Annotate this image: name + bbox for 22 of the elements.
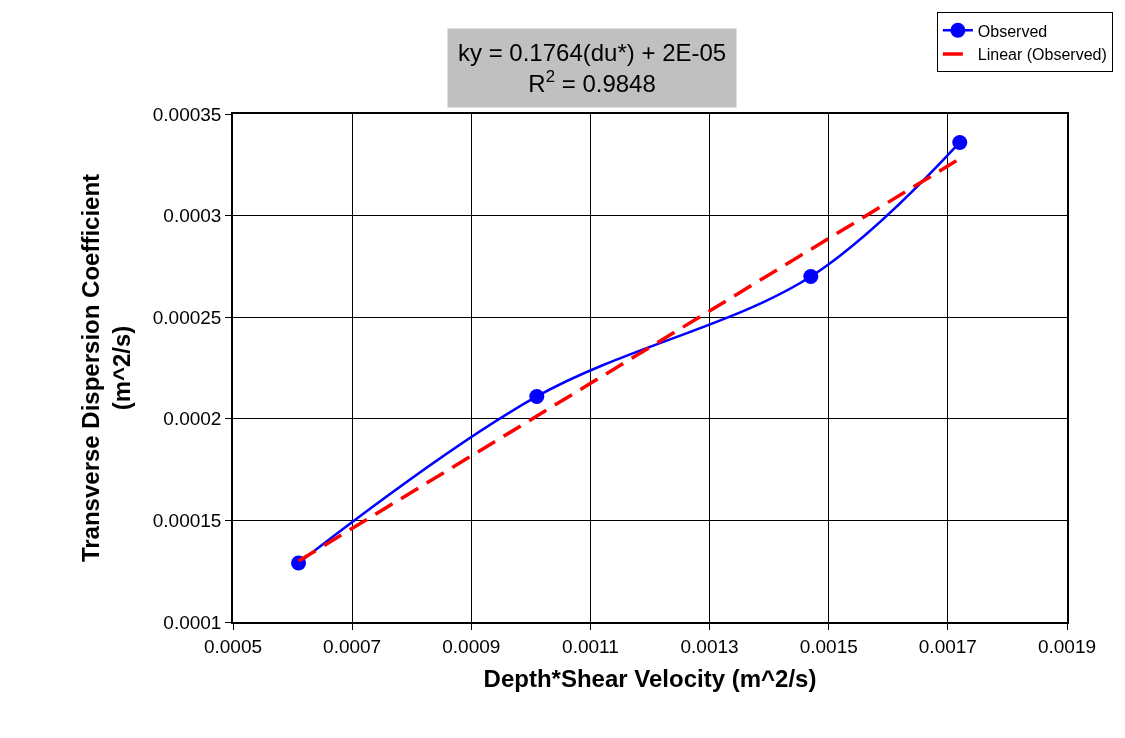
y-axis-title: Transverse Dispersion Coefficient (m^2/s) xyxy=(77,173,136,563)
y-tick-label: 0.00015 xyxy=(152,510,222,532)
x-tick-label: 0.0011 xyxy=(562,635,619,657)
y-tick-label: 0.0003 xyxy=(163,205,222,227)
legend-label: Linear (Observed) xyxy=(977,46,1107,64)
text: ky = 0.1764(du*) + 2E-05 R$^{2}$ = 0.9848 xyxy=(458,39,727,98)
x-tick-label: 0.0019 xyxy=(1037,635,1097,657)
point xyxy=(803,269,819,285)
x-tick-label: 0.0013 xyxy=(680,635,739,657)
x-tick-label: 0.0005 xyxy=(203,635,263,657)
y-tick-label: 0.0001 xyxy=(163,611,222,633)
x-tick-label: 0.0017 xyxy=(918,635,977,657)
point xyxy=(952,134,968,150)
y-tick-label: 0.00035 xyxy=(152,103,222,125)
x-tick-label: 0.0015 xyxy=(799,635,858,657)
x-tick-label: 0.0009 xyxy=(442,635,501,657)
y-tick-label: 0.00025 xyxy=(152,306,222,328)
x-axis-title: Depth*Shear Velocity (m^2/s) xyxy=(483,665,817,693)
x-tick-label: 0.0007 xyxy=(323,635,382,657)
legend-label: Observed xyxy=(977,22,1048,40)
point xyxy=(529,388,545,404)
y-tick-label: 0.0002 xyxy=(163,408,222,430)
